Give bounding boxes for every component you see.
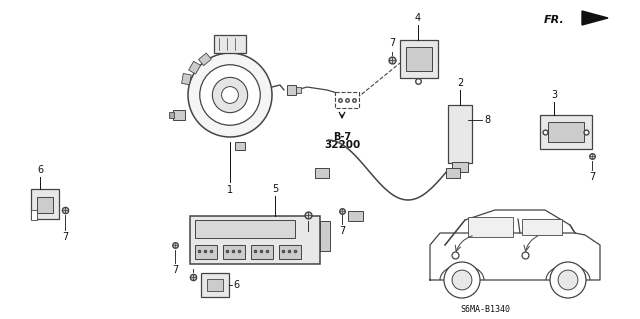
Text: FR.: FR. [544, 15, 565, 25]
Bar [173, 110, 185, 120]
Text: 7: 7 [305, 233, 311, 243]
Bar [548, 122, 584, 142]
Text: 5: 5 [272, 184, 278, 194]
Bar [540, 115, 592, 149]
Circle shape [550, 262, 586, 298]
Text: 7: 7 [190, 245, 196, 255]
Text: 2: 2 [457, 78, 463, 88]
Bar [452, 162, 468, 172]
Bar [348, 211, 363, 221]
Bar [320, 221, 330, 251]
Text: 7: 7 [62, 232, 68, 242]
Bar [315, 168, 329, 178]
Bar [279, 245, 301, 259]
Bar [468, 217, 513, 237]
Bar [446, 168, 460, 178]
Bar [198, 53, 211, 66]
Bar [207, 279, 223, 291]
Bar [448, 105, 472, 163]
Text: 7: 7 [339, 226, 345, 236]
Bar [31, 189, 59, 219]
Text: 7: 7 [389, 38, 395, 48]
Bar [223, 245, 245, 259]
Bar [287, 85, 296, 95]
Text: 6: 6 [37, 165, 43, 175]
Bar [400, 40, 438, 78]
Bar [214, 35, 246, 53]
Bar [169, 112, 174, 118]
Text: 7: 7 [172, 265, 178, 275]
Text: 8: 8 [484, 115, 490, 125]
Text: S6MA-B1340: S6MA-B1340 [460, 305, 510, 314]
Text: 6: 6 [233, 280, 239, 290]
Circle shape [558, 270, 578, 290]
Text: 3: 3 [551, 90, 557, 100]
Bar [195, 245, 217, 259]
Circle shape [452, 270, 472, 290]
Circle shape [444, 262, 480, 298]
Bar [522, 219, 562, 235]
Polygon shape [582, 11, 608, 25]
Text: 7: 7 [589, 172, 595, 182]
Bar [296, 87, 301, 93]
Bar [182, 73, 191, 85]
Text: B-7: B-7 [333, 132, 351, 142]
Bar [335, 92, 359, 108]
Bar [406, 47, 432, 71]
Bar [235, 142, 245, 150]
Circle shape [188, 53, 272, 137]
Text: 32200: 32200 [324, 140, 360, 150]
Bar [189, 61, 200, 74]
Text: 4: 4 [415, 13, 421, 23]
Circle shape [221, 86, 239, 103]
Circle shape [200, 65, 260, 125]
Bar [201, 273, 229, 297]
Circle shape [212, 78, 248, 113]
Bar [195, 220, 295, 238]
Bar [37, 197, 53, 213]
Bar [31, 210, 37, 220]
Text: 1: 1 [227, 185, 233, 195]
Bar [251, 245, 273, 259]
Bar [190, 216, 320, 264]
